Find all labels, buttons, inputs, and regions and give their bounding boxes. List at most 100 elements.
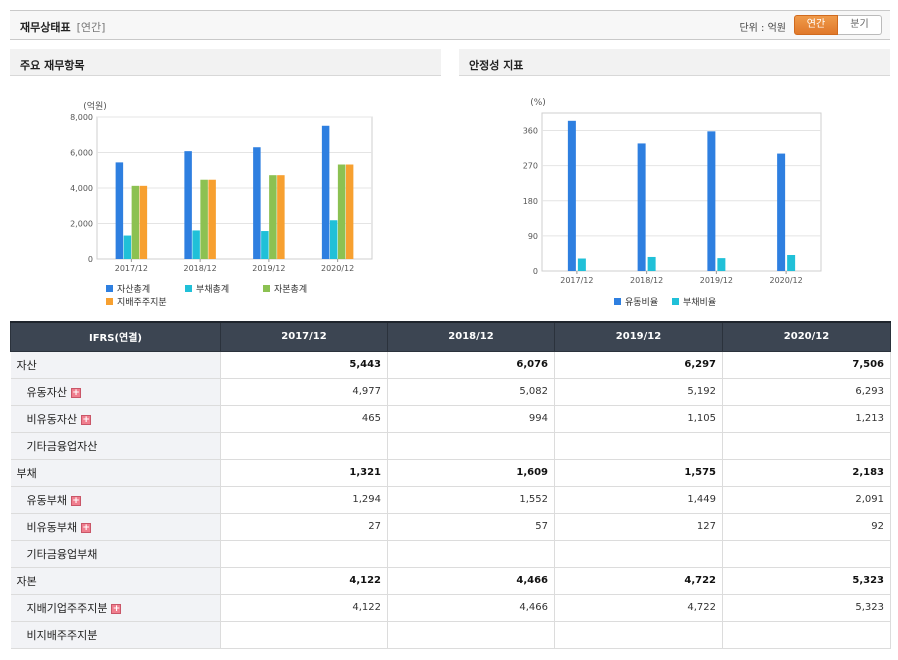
right-panel-title: 안정성 지표 [459, 49, 890, 76]
legend-label: 자본총계 [274, 283, 307, 295]
expand-plus-icon[interactable]: + [81, 414, 92, 425]
value-cell [220, 621, 388, 649]
table-header-row: IFRS(연결) 2017/12 2018/12 2019/12 2020/12 [10, 321, 891, 352]
legend-swatch [614, 298, 621, 305]
y-tick-label: 0 [88, 255, 93, 264]
bar [200, 179, 208, 259]
value-cell [554, 432, 723, 460]
value-cell: 27 [220, 513, 388, 541]
stability-chart: 0 90 180 270 360 (%) 2017/12 2018/12 2019/12 2020… [523, 98, 822, 308]
value-cell: 4,466 [387, 594, 555, 622]
section-header: 재무상태표 [연간] 단위 : 억원 연간 분기 [10, 10, 890, 40]
bar [329, 220, 338, 259]
legend-label: 유동비율 [625, 297, 658, 308]
quarter-button[interactable]: 분기 [838, 15, 882, 35]
x-tick-label: 2019/12 [252, 264, 285, 273]
bar [184, 151, 192, 259]
expand-plus-icon[interactable]: + [81, 522, 92, 533]
legend-label: 자산총계 [117, 283, 150, 295]
y-axis-unit: (억원) [83, 100, 107, 112]
row-label: 부채 [16, 466, 37, 480]
table-row: 유동자산 +4,977 5,082 5,192 6,293 [10, 378, 891, 406]
value-cell: 57 [387, 513, 555, 541]
row-label-cell: 비유동부채 + [10, 513, 221, 541]
y-tick-label: 90 [528, 232, 538, 241]
financial-items-chart: 0 2,000 4,000 6,000 8,000(억원) 2017/12 2018/12 2… [70, 100, 373, 308]
value-cell [387, 621, 555, 649]
value-cell: 1,213 [722, 405, 891, 433]
bar [192, 230, 200, 259]
annual-button[interactable]: 연간 [794, 15, 838, 35]
legend-swatch [106, 298, 113, 305]
plot-area [541, 112, 822, 272]
value-cell: 5,443 [220, 351, 388, 379]
bar [277, 175, 285, 259]
row-label: 비지배주주지분 [26, 628, 98, 642]
value-cell: 1,609 [387, 459, 555, 487]
x-tick-label: 2020/12 [321, 264, 354, 273]
expand-plus-icon[interactable]: + [70, 387, 81, 398]
x-tick-label: 2020/12 [770, 276, 803, 285]
x-tick-label: 2018/12 [184, 264, 217, 273]
table-row: 자산 5,443 6,076 6,297 7,506 [10, 351, 891, 379]
value-cell: 92 [722, 513, 891, 541]
bar [345, 164, 354, 259]
value-cell [722, 621, 891, 649]
bar [253, 147, 261, 259]
value-cell: 5,082 [387, 378, 555, 406]
row-label-cell: 비유동자산 + [10, 405, 221, 433]
value-cell: 6,297 [554, 351, 723, 379]
bar [261, 231, 269, 259]
left-panel-title: 주요 재무항목 [10, 49, 441, 76]
row-label: 비유동부채 [26, 520, 78, 534]
y-tick-label: 8,000 [70, 113, 93, 122]
value-cell [220, 432, 388, 460]
period-toggle: 연간 분기 [794, 15, 882, 35]
header-cell-2018: 2018/12 [387, 321, 555, 352]
y-tick-label: 4,000 [70, 184, 93, 193]
value-cell [387, 540, 555, 568]
row-label: 자본 [16, 574, 37, 588]
expand-plus-icon[interactable]: + [111, 603, 122, 614]
legend-label: 부채총계 [196, 283, 229, 295]
value-cell: 6,076 [387, 351, 555, 379]
row-label-cell: 유동자산 + [10, 378, 221, 406]
table-row: 부채 1,321 1,609 1,575 2,183 [10, 459, 891, 487]
header-cell-2017: 2017/12 [220, 321, 388, 352]
bar [115, 162, 124, 259]
value-cell [554, 540, 723, 568]
value-cell: 127 [554, 513, 723, 541]
table-row: 비지배주주지분 [10, 621, 891, 649]
legend-swatch [672, 298, 679, 305]
value-cell: 5,323 [722, 567, 891, 595]
value-cell: 1,321 [220, 459, 388, 487]
row-label: 유동부채 [26, 493, 67, 507]
bar [777, 153, 786, 271]
x-tick-label: 2017/12 [115, 264, 148, 273]
row-label-cell: 자본 [10, 567, 221, 595]
table-row: 유동부채 +1,294 1,552 1,449 2,091 [10, 486, 891, 514]
value-cell: 7,506 [722, 351, 891, 379]
row-label-cell: 자산 [10, 351, 221, 379]
table-row: 자본 4,122 4,466 4,722 5,323 [10, 567, 891, 595]
value-cell: 2,091 [722, 486, 891, 514]
header-cell-2019: 2019/12 [554, 321, 723, 352]
legend-label: 부채비율 [683, 297, 716, 308]
bar [787, 255, 796, 271]
expand-plus-icon[interactable]: + [70, 495, 81, 506]
y-axis-unit: (%) [530, 98, 546, 108]
row-label: 지배기업주주지분 [26, 601, 108, 615]
row-label-cell: 비지배주주지분 [10, 621, 221, 649]
row-label-cell: 지배기업주주지분 + [10, 594, 221, 622]
y-tick-label: 270 [523, 162, 538, 171]
value-cell: 1,449 [554, 486, 723, 514]
row-label-cell: 유동부채 + [10, 486, 221, 514]
y-tick-label: 360 [523, 127, 538, 136]
value-cell [220, 540, 388, 568]
y-tick-label: 180 [523, 197, 538, 206]
value-cell: 1,552 [387, 486, 555, 514]
x-tick-label: 2018/12 [630, 276, 663, 285]
value-cell: 1,575 [554, 459, 723, 487]
value-cell: 1,105 [554, 405, 723, 433]
legend-label: 지배주주지분 [117, 297, 167, 308]
